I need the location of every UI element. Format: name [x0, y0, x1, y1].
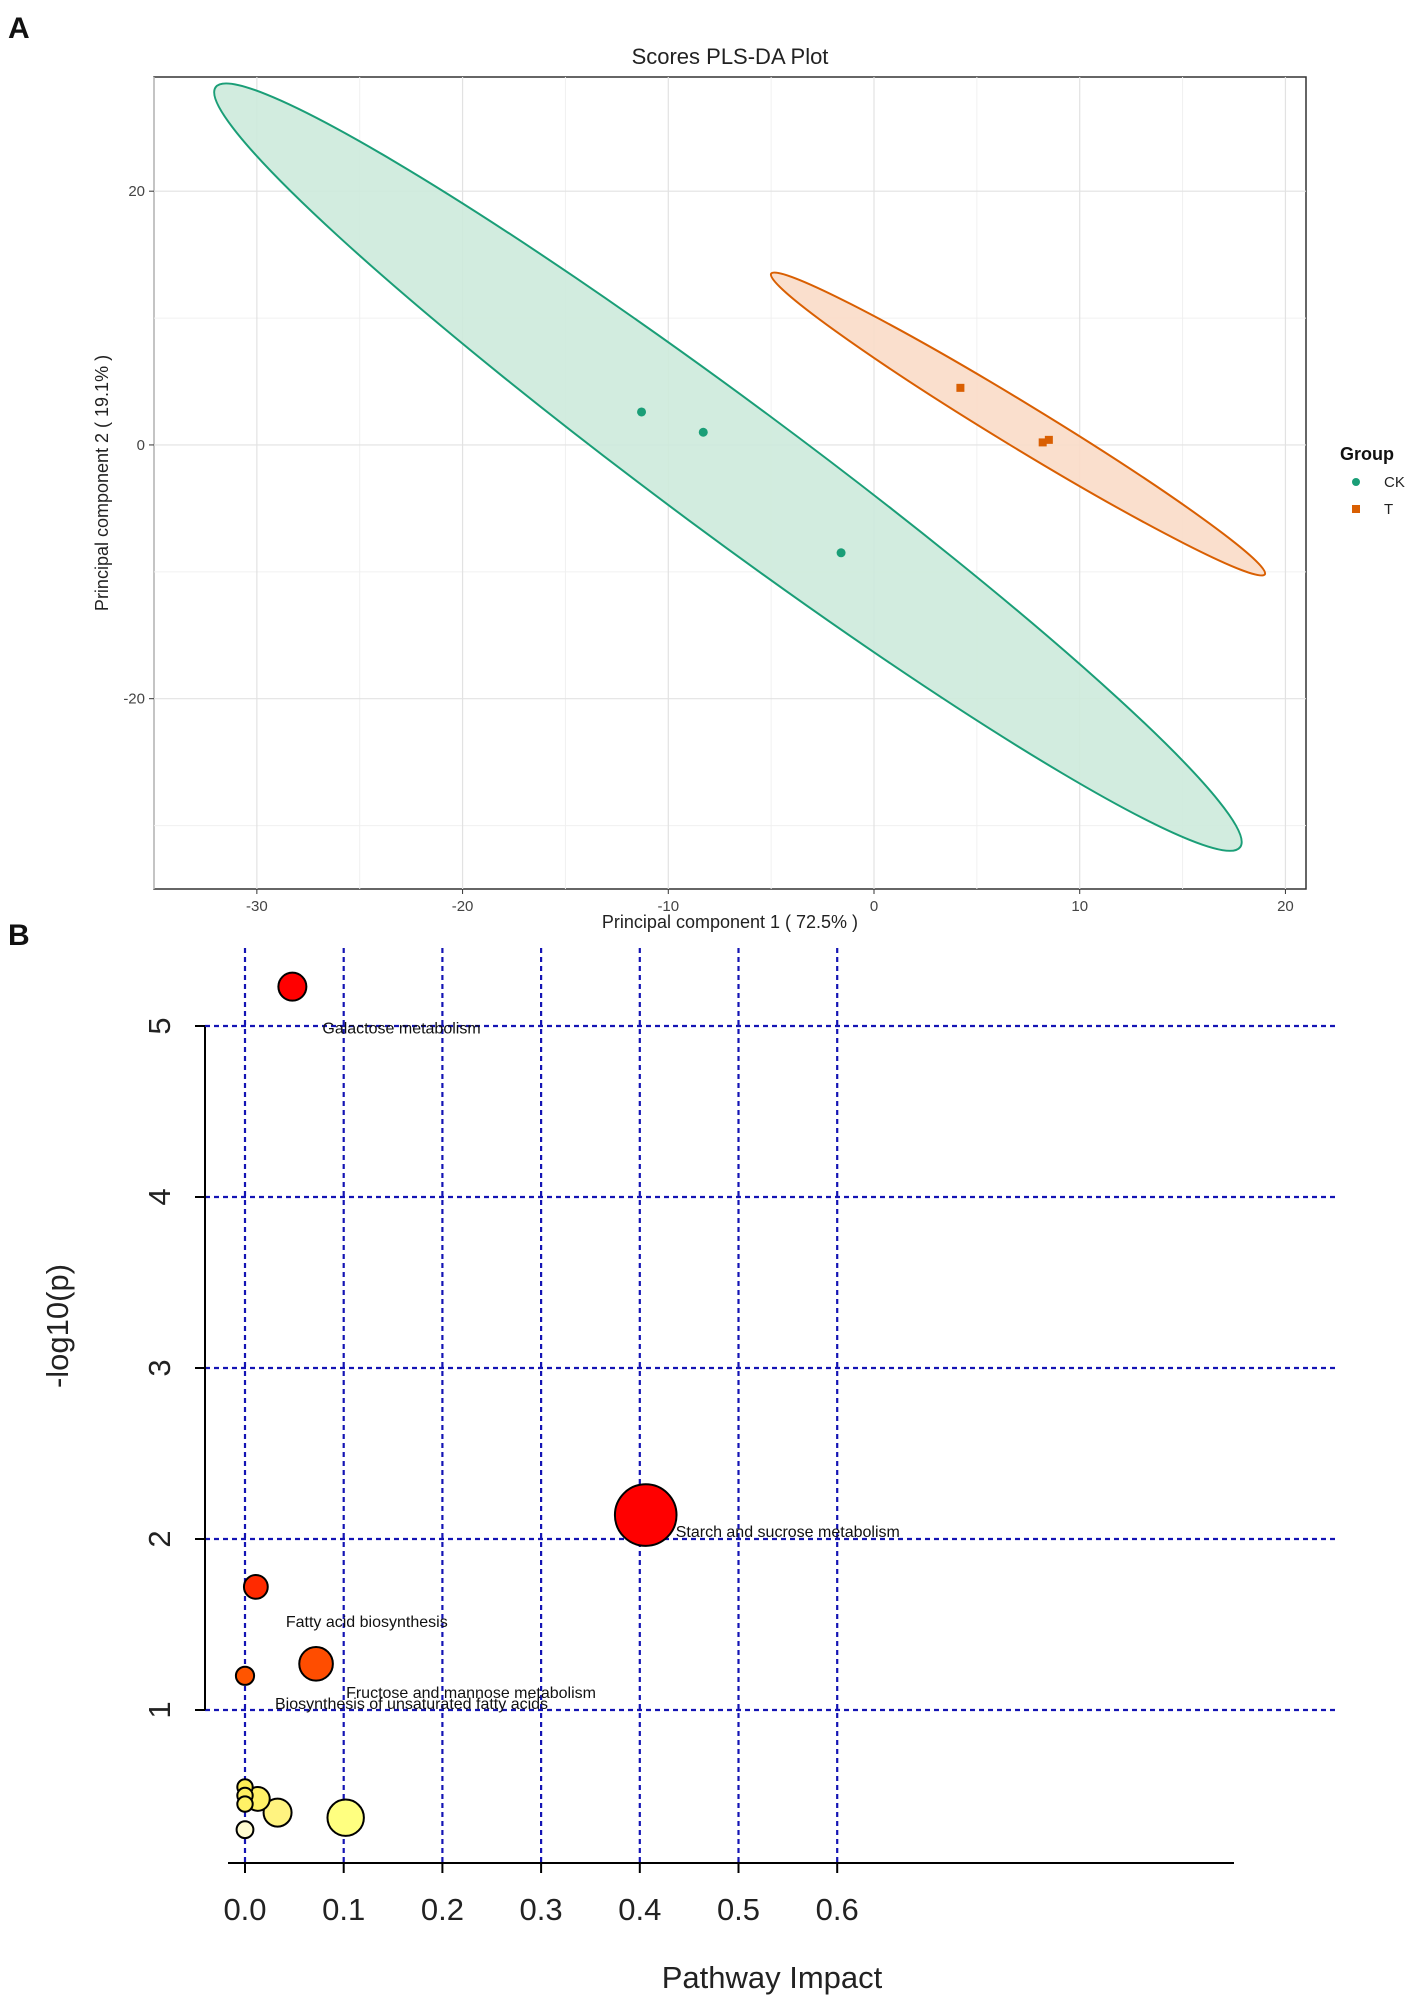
pathway-label: Fatty acid biosynthesis: [286, 1614, 448, 1631]
pathway-bubble: [298, 1646, 334, 1682]
panel-a-legend: Group CK T: [1340, 444, 1405, 518]
point-ck: [698, 427, 708, 437]
point-t: [956, 383, 965, 392]
legend-label-ck: CK: [1384, 474, 1405, 491]
x-tick-label: 0.0: [223, 1892, 266, 1927]
panel-b-x-axis-label: Pathway Impact: [662, 1960, 883, 1995]
panel-a-grid: [153, 77, 1306, 889]
panel-a-x-ticks: -30 -20 -10 0 10 20: [246, 889, 1294, 915]
point-ck: [637, 407, 647, 417]
pathway-bubble: [326, 1798, 365, 1837]
ellipse-t: [769, 271, 1267, 577]
pathway-bubble: [262, 1797, 293, 1828]
y-tick-label: 5: [142, 1017, 177, 1034]
pathway-bubble: [235, 1820, 255, 1840]
point-ck: [836, 548, 846, 558]
pathway-label: Galactose metabolism: [322, 1021, 480, 1038]
panel-b-y-axis-label: -log10(p): [40, 1264, 75, 1388]
panel-a-title: Scores PLS-DA Plot: [632, 44, 829, 69]
point-t: [1044, 435, 1053, 444]
x-tick-label: 20: [1277, 898, 1294, 915]
ellipse-ck: [213, 82, 1243, 852]
x-tick-label: -10: [657, 898, 679, 915]
panel-a-y-ticks: -20 0 20: [123, 183, 154, 708]
pathway-label: Fructose and mannose metabolism: [346, 1685, 596, 1702]
legend-title: Group: [1340, 444, 1394, 464]
panel-a-x-axis-label: Principal component 1 ( 72.5% ): [602, 912, 858, 932]
x-tick-label: 0.4: [618, 1892, 661, 1927]
pathway-impact-chart: 1 2 3 4 5 0.0 0.1 0.2 0.3 0.4 0.5 0.6 Galactose me…: [40, 948, 1338, 1995]
pathway-label: Starch and sucrose metabolism: [676, 1524, 900, 1541]
x-tick-label: 0.3: [520, 1892, 563, 1927]
x-tick-label: 10: [1071, 898, 1088, 915]
y-tick-label: 20: [128, 183, 145, 200]
y-tick-label: 2: [142, 1530, 177, 1547]
panel-b-points: [234, 971, 678, 1840]
y-tick-label: 3: [142, 1359, 177, 1376]
pls-da-chart: -30 -20 -10 0 10 20 -20 0 20 Scores PLS-DA Plot…: [92, 44, 1405, 932]
panel-b-label: B: [8, 919, 30, 952]
legend-label-t: T: [1384, 501, 1393, 518]
pathway-bubble: [613, 1483, 678, 1547]
pathway-label: Biosynthesis of unsaturated fatty acids: [275, 1696, 548, 1713]
x-tick-label: 0.5: [717, 1892, 760, 1927]
panel-b-y-ticks: 1 2 3 4 5: [142, 1017, 205, 1719]
x-tick-label: 0.2: [421, 1892, 464, 1927]
pathway-bubble: [236, 1795, 254, 1813]
legend-marker-ck: [1352, 478, 1360, 486]
x-tick-label: 0.1: [322, 1892, 365, 1927]
panel-b-grid: [205, 948, 1338, 1863]
point-t: [1038, 438, 1047, 447]
panel-b-x-ticks: 0.0 0.1 0.2 0.3 0.4 0.5 0.6: [223, 1863, 859, 1927]
panel-a-y-axis-label: Principal component 2 ( 19.1% ): [92, 355, 112, 611]
panel-a-points: [637, 383, 1053, 558]
y-tick-label: 1: [142, 1701, 177, 1718]
y-tick-label: 4: [142, 1188, 177, 1205]
pathway-bubble: [234, 1665, 256, 1686]
x-tick-label: -30: [246, 898, 268, 915]
pathway-bubble: [242, 1573, 269, 1600]
legend-marker-t: [1352, 505, 1360, 513]
panel-a-ellipses: [213, 82, 1267, 852]
y-tick-label: 0: [137, 437, 145, 454]
panel-b-point-labels: Galactose metabolism Starch and sucrose m…: [275, 1021, 900, 1713]
panel-a-label: A: [8, 12, 30, 45]
x-tick-label: -20: [452, 898, 474, 915]
pathway-bubble: [277, 971, 308, 1002]
x-tick-label: 0.6: [816, 1892, 859, 1927]
x-tick-label: 0: [870, 898, 878, 915]
y-tick-label: -20: [123, 691, 145, 708]
